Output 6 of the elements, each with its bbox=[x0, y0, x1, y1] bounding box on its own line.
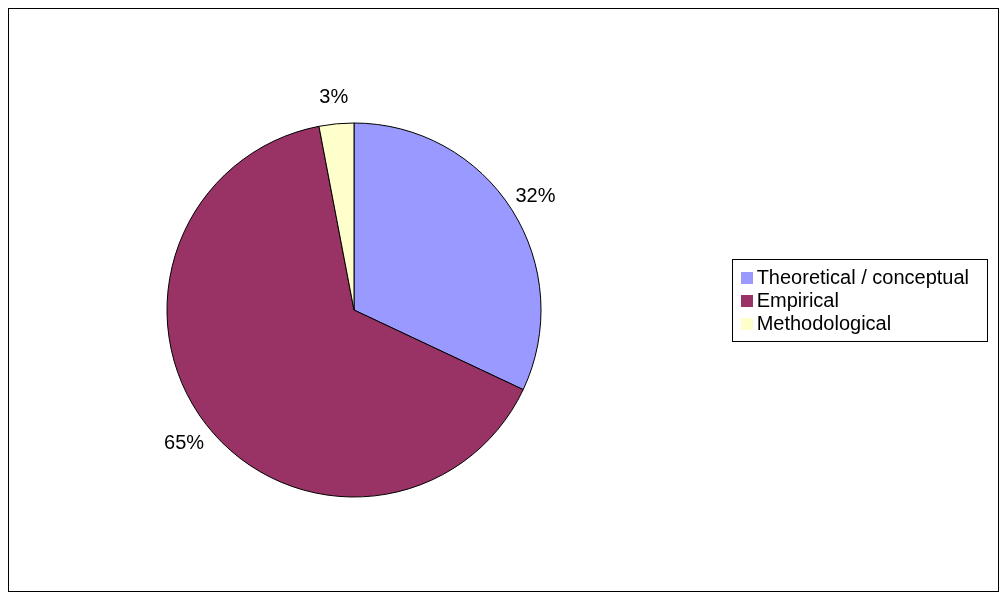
data-label: 32% bbox=[515, 183, 556, 206]
legend-label: Theoretical / conceptual bbox=[756, 265, 969, 288]
legend-label: Methodological bbox=[756, 311, 892, 334]
data-label: 3% bbox=[319, 84, 349, 107]
legend-label: Empirical bbox=[756, 288, 839, 311]
data-label: 65% bbox=[164, 430, 205, 453]
